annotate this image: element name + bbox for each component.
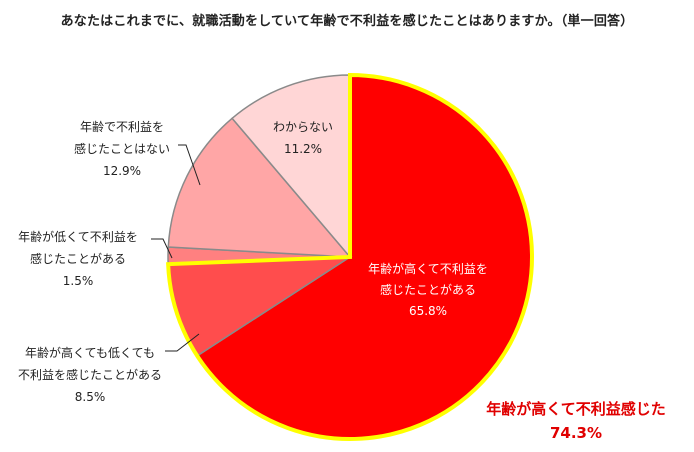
pie-slice-4 [167,117,352,258]
highlight-border [166,72,534,441]
slice-value-label: 65.8% [409,304,447,318]
slice-category-label: 感じたことはない [74,141,170,156]
leader-line-2 [165,333,200,352]
slice-category-label: 年齢で不利益を [80,119,164,134]
slice-category-label: わからない [273,120,333,134]
slice-value-label: 8.5% [75,390,106,404]
slice-value-label: 11.2% [284,142,322,156]
highlight-label: 年齢が高くて不利益感じた [486,400,666,418]
chart-title: あなたはこれまでに、就職活動をしていて年齢で不利益を感じたことはありますか。（単… [60,14,634,29]
slice-category-label: 不利益を感じたことがある [18,367,162,382]
slice-value-label: 1.5% [63,274,94,288]
highlight-value: 74.3% [550,424,602,442]
slice-category-label: 年齢が低くて不利益を [18,229,138,244]
slice-category-label: 感じたことがある [380,282,476,297]
slice-category-label: 年齢が高くて不利益を [368,261,488,276]
slice-category-label: 感じたことがある [30,251,126,266]
slice-value-label: 12.9% [103,164,141,178]
leader-line-4 [178,144,201,186]
leader-line-3 [151,238,173,259]
slice-category-label: 年齢が高くても低くても [25,345,155,360]
pie-slice-5 [231,74,351,260]
